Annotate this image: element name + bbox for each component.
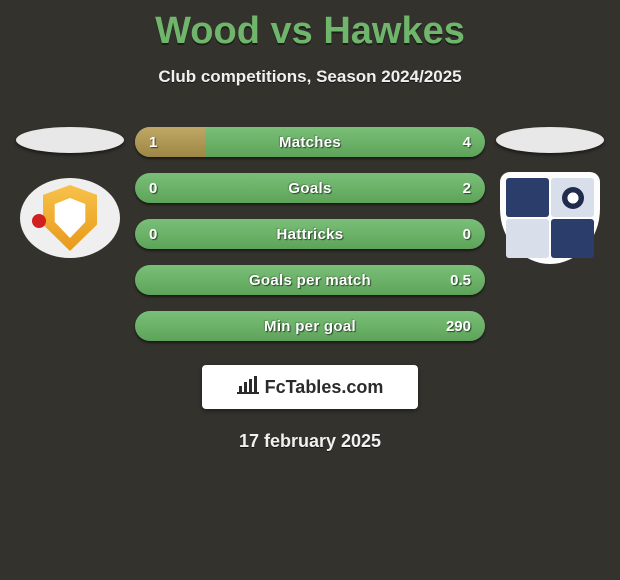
stat-bars: 1Matches40Goals20Hattricks0Goals per mat…: [135, 127, 485, 341]
left-player-side: [15, 127, 125, 258]
brand-box[interactable]: FcTables.com: [202, 365, 418, 409]
page-title: Wood vs Hawkes: [0, 0, 620, 53]
stat-value-right: 0: [449, 219, 485, 249]
brand-chart-icon: [237, 376, 259, 399]
date-label: 17 february 2025: [0, 431, 620, 452]
stat-bar: 0Hattricks0: [135, 219, 485, 249]
right-club-crest: [500, 178, 600, 258]
stat-bar: Min per goal290: [135, 311, 485, 341]
brand-text: FcTables.com: [265, 377, 384, 398]
stat-value-right: 2: [449, 173, 485, 203]
left-flag: [16, 127, 124, 153]
left-club-crest: [20, 178, 120, 258]
stat-bar: 0Goals2: [135, 173, 485, 203]
stat-value-right: 0.5: [436, 265, 485, 295]
stat-value-right: 4: [449, 127, 485, 157]
subtitle: Club competitions, Season 2024/2025: [0, 67, 620, 87]
stat-label: Hattricks: [135, 219, 485, 249]
comparison-panel: 1Matches40Goals20Hattricks0Goals per mat…: [0, 127, 620, 341]
stat-bar: 1Matches4: [135, 127, 485, 157]
stat-bar: Goals per match0.5: [135, 265, 485, 295]
stat-value-right: 290: [432, 311, 485, 341]
right-player-side: [495, 127, 605, 258]
stat-label: Goals: [135, 173, 485, 203]
stat-label: Matches: [135, 127, 485, 157]
right-flag: [496, 127, 604, 153]
stat-label: Goals per match: [135, 265, 485, 295]
